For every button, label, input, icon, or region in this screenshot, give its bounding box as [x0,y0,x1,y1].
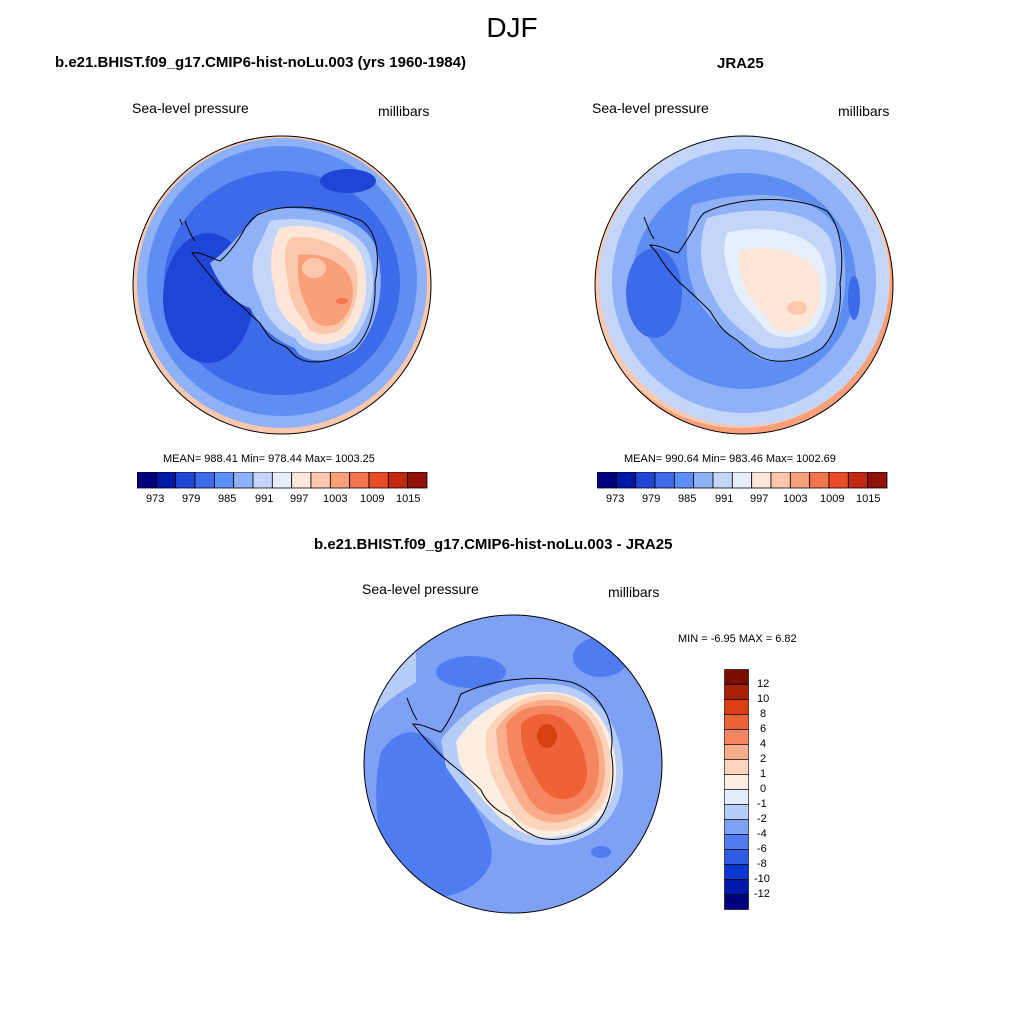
obs-colorbar-tick: 979 [642,493,661,505]
obs-colorbar-tick: 997 [750,493,769,505]
diff-polar-map [363,614,663,914]
colorbar-swatch [271,472,293,489]
obs-stats: MEAN= 990.64 Min= 983.46 Max= 1002.69 [624,453,836,465]
diff-colorbar-tick: -4 [757,828,767,840]
obs-colorbar-tick: 1009 [820,493,845,505]
colorbar-swatch [635,472,656,489]
colorbar-swatch [615,472,637,489]
colorbar-swatch [724,864,749,880]
colorbar-swatch [673,472,695,489]
colorbar-swatch [693,472,714,489]
model-panel-title: b.e21.BHIST.f09_g17.CMIP6-hist-noLu.003 … [55,54,466,71]
colorbar-swatch [724,669,749,685]
diff-colorbar [724,669,749,910]
colorbar-swatch [654,472,675,489]
diff-colorbar-tick: 8 [760,708,767,720]
model-colorbar-ticks: 973 979 985 991 997 1003 1009 1015 [137,493,437,509]
obs-colorbar-tick: 1015 [856,493,881,505]
colorbar-swatch [847,472,869,489]
diff-colorbar-tick: 10 [757,693,770,705]
model-colorbar-tick: 1009 [360,493,385,505]
colorbar-swatch [310,472,331,489]
obs-colorbar-tick: 973 [606,493,625,505]
obs-colorbar-tick: 1003 [783,493,808,505]
colorbar-swatch [724,879,749,895]
colorbar-swatch [597,472,617,489]
colorbar-swatch [724,774,749,790]
model-polar-map [132,135,432,435]
colorbar-swatch [724,789,749,805]
diff-colorbar-tick: 2 [760,753,767,765]
diff-variable-label: Sea-level pressure [362,581,479,597]
obs-colorbar [597,472,888,489]
model-colorbar-tick: 1015 [396,493,421,505]
model-colorbar-tick: 997 [290,493,309,505]
diff-colorbar-tick: 4 [760,738,767,750]
obs-panel-title: JRA25 [717,55,764,72]
colorbar-swatch [724,699,749,715]
diff-colorbar-tick: -2 [757,813,767,825]
colorbar-swatch [712,472,733,489]
diff-colorbar-tick: -1 [757,798,767,810]
colorbar-swatch [724,849,749,865]
colorbar-swatch [194,472,215,489]
colorbar-swatch [724,894,749,910]
colorbar-swatch [387,472,409,489]
colorbar-swatch [724,744,749,760]
model-colorbar-tick: 991 [255,493,274,505]
diff-stats: MIN = -6.95 MAX = 6.82 [678,633,797,645]
colorbar-swatch [724,729,749,745]
diff-colorbar-tick: -10 [754,873,770,885]
colorbar-swatch [809,472,830,489]
colorbar-swatch [751,472,772,489]
diff-colorbar-tick: 1 [760,768,767,780]
diff-colorbar-tick: -8 [757,858,767,870]
colorbar-swatch [724,759,749,775]
diff-colorbar-tick: 0 [760,783,767,795]
colorbar-swatch [368,472,389,489]
colorbar-swatch [724,684,749,700]
colorbar-swatch [213,472,235,489]
model-colorbar [137,472,428,489]
colorbar-swatch [724,804,749,820]
diff-colorbar-ticks: 12 10 8 6 4 2 1 0 -1 -2 -4 -6 -8 -10 -12 [754,678,794,908]
model-stats: MEAN= 988.41 Min= 978.44 Max= 1003.25 [163,453,375,465]
colorbar-swatch [828,472,849,489]
obs-colorbar-tick: 985 [678,493,697,505]
colorbar-swatch [770,472,791,489]
colorbar-swatch [724,819,749,835]
model-units-label: millibars [378,103,430,119]
colorbar-swatch [407,472,428,489]
obs-variable-label: Sea-level pressure [592,100,709,116]
colorbar-swatch [349,472,370,489]
figure-title: DJF [486,12,538,43]
colorbar-swatch [789,472,811,489]
obs-units-label: millibars [838,103,890,119]
colorbar-swatch [731,472,753,489]
diff-colorbar-tick: 12 [757,678,770,690]
colorbar-swatch [233,472,254,489]
obs-colorbar-tick: 991 [715,493,734,505]
model-colorbar-tick: 1003 [323,493,348,505]
colorbar-swatch [724,834,749,850]
diff-units-label: millibars [608,584,660,600]
model-variable-label: Sea-level pressure [132,100,249,116]
diff-colorbar-tick: -12 [754,888,770,900]
obs-polar-map [594,135,894,435]
colorbar-swatch [137,472,157,489]
colorbar-swatch [724,714,749,730]
colorbar-swatch [175,472,196,489]
colorbar-swatch [155,472,177,489]
diff-panel-title: b.e21.BHIST.f09_g17.CMIP6-hist-noLu.003 … [314,536,673,553]
model-colorbar-tick: 985 [218,493,237,505]
colorbar-swatch [329,472,351,489]
model-colorbar-tick: 979 [182,493,201,505]
colorbar-swatch [252,472,273,489]
colorbar-swatch [291,472,312,489]
diff-colorbar-tick: -6 [757,843,767,855]
obs-colorbar-ticks: 973 979 985 991 997 1003 1009 1015 [597,493,897,509]
model-colorbar-tick: 973 [146,493,165,505]
diff-colorbar-tick: 6 [760,723,767,735]
colorbar-swatch [867,472,888,489]
